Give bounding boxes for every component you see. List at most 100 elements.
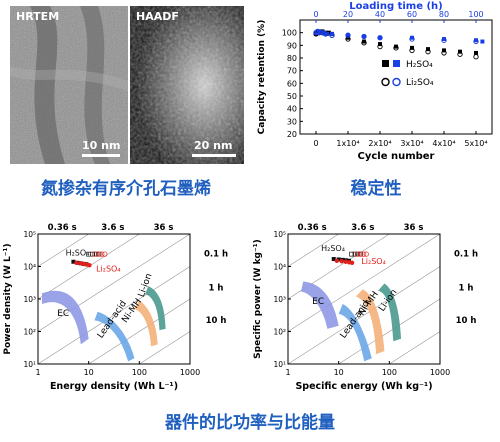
x-tick-label: 100 — [132, 368, 147, 377]
data-point-li2so4 — [78, 261, 83, 266]
x-tick-label: 1000 — [180, 368, 200, 377]
data-point-li2so4-cycle — [457, 51, 463, 57]
y-tick-label: 80 — [287, 54, 297, 63]
micrograph-caption: 氮掺杂有序介孔石墨烯 — [41, 179, 211, 199]
time-right-label: 1 h — [209, 284, 224, 294]
data-point-li2so4-open — [361, 251, 367, 257]
y-tick-label: 90 — [287, 41, 297, 50]
data-point-li2so4-cycle — [441, 50, 447, 56]
y-tick-label: 10¹ — [23, 360, 36, 369]
top-tick-label: 60 — [407, 10, 417, 19]
x-axis-label: Cycle number — [357, 151, 434, 162]
data-point-li2so4-time — [329, 32, 335, 38]
time-right-label: 10 h — [206, 316, 227, 326]
legend-marker-h2so4-black — [382, 60, 389, 67]
data-point-li2so4-open — [363, 251, 369, 257]
data-point-h2so4-time — [474, 38, 478, 43]
data-point-h2so4-cycle — [362, 39, 366, 44]
legend-marker-li2so4-black — [381, 77, 390, 87]
x-tick-label: 100 — [382, 368, 397, 377]
region-li-ion — [378, 283, 402, 342]
x-tick-label: 2x10⁴ — [368, 139, 391, 148]
micrograph-panel: HRTEM 10 nm HAADF 20 nm — [10, 6, 244, 164]
iso-time-line — [88, 298, 190, 364]
data-point-li2so4-cycle — [361, 40, 367, 46]
top-tick-label: 100 — [468, 10, 483, 19]
data-point-h2so4-open — [352, 251, 358, 257]
top-tick-label: 0 — [313, 10, 318, 19]
region-ni-mh — [134, 300, 158, 347]
x-axis-label: Energy density (Wh L⁻¹) — [50, 381, 178, 392]
y-tick-label: 40 — [287, 105, 297, 114]
data-point-li2so4-time — [473, 38, 479, 45]
data-point-li2so4-open — [99, 251, 105, 257]
data-point-h2so4-time — [410, 35, 414, 40]
data-point-li2so4-cycle — [425, 49, 431, 55]
data-point-li2so4-open — [95, 251, 102, 257]
iso-time-line — [38, 234, 190, 332]
y-tick-label: 10³ — [273, 295, 286, 304]
label-li2so4: Li₂SO₄ — [361, 257, 385, 266]
data-point-li2so4-cycle — [409, 47, 415, 54]
haadf-label: HAADF — [136, 10, 179, 23]
data-point-h2so4-cycle — [474, 50, 478, 55]
plot-frame — [299, 19, 493, 135]
legend-marker-li2so4-blue — [392, 77, 401, 87]
x-tick-label: 1 — [285, 368, 290, 377]
x-axis-label: Specific energy (Wh kg⁻¹) — [295, 381, 432, 392]
data-point-li2so4 — [334, 258, 340, 263]
hrtem-image: HRTEM 10 nm — [10, 6, 128, 164]
data-point-h2so4-time — [480, 39, 485, 44]
time-top-label: 0.36 s — [48, 223, 77, 233]
data-point-h2so4 — [336, 257, 341, 262]
top-axis-label: Loading time (h) — [349, 1, 443, 12]
data-point-h2so4-time — [325, 31, 330, 36]
y-tick-label: 10⁵ — [23, 230, 36, 239]
region-label-ec: EC — [312, 297, 324, 307]
y-tick-label: 10⁵ — [273, 230, 286, 239]
y-tick-label: 50 — [287, 92, 297, 101]
label-h2so4: H₂SO₄ — [321, 244, 345, 253]
region-ec — [42, 290, 89, 345]
region-ni-mh — [356, 289, 385, 355]
x-tick-label: 5x10⁴ — [464, 139, 487, 148]
y-axis-label: Capacity retention (%) — [257, 20, 267, 135]
time-top-label: 3.6 s — [101, 223, 124, 233]
hrtem-label: HRTEM — [16, 10, 60, 23]
data-point-h2so4 — [71, 259, 76, 264]
data-point-li2so4-time — [377, 35, 383, 41]
data-point-li2so4-open — [358, 251, 364, 257]
y-tick-label: 10² — [273, 328, 286, 337]
iso-time-line — [288, 234, 390, 300]
region-lead-acid — [338, 304, 372, 362]
y-tick-label: 10² — [23, 328, 36, 337]
y-tick-label: 10⁴ — [23, 263, 36, 272]
haadf-scale-bar — [192, 154, 236, 157]
region-ec — [300, 281, 339, 329]
stability-caption: 稳定性 — [350, 179, 402, 199]
data-point-h2so4 — [331, 257, 336, 262]
haadf-texture — [130, 6, 244, 164]
x-tick-label: 10 — [84, 368, 94, 377]
x-tick-label: 3x10⁴ — [400, 139, 423, 148]
label-li2so4: Li₂SO₄ — [96, 265, 120, 274]
data-point-li2so4-cycle — [377, 43, 383, 50]
label-h2so4: H₂SO₄ — [66, 248, 90, 257]
region-label-ec: EC — [57, 309, 69, 319]
hrtem-texture — [10, 6, 128, 164]
legend-label-h2so4: H₂SO₄ — [406, 60, 433, 70]
x-tick-label: 1x10⁴ — [336, 139, 359, 148]
data-point-li2so4-time — [319, 30, 326, 36]
top-tick-label: 20 — [343, 10, 353, 19]
data-point-li2so4 — [74, 260, 79, 265]
region-lead-acid — [94, 311, 135, 362]
data-point-li2so4 — [343, 259, 348, 264]
y-axis-label: Power density (W L⁻¹) — [3, 243, 13, 354]
region-li-ion — [145, 286, 166, 331]
y-tick-label: 10¹ — [273, 360, 286, 369]
data-point-li2so4-time — [345, 32, 351, 38]
y-axis-label: Specific power (W kg⁻¹) — [253, 239, 263, 359]
data-point-li2so4-time — [361, 33, 367, 40]
